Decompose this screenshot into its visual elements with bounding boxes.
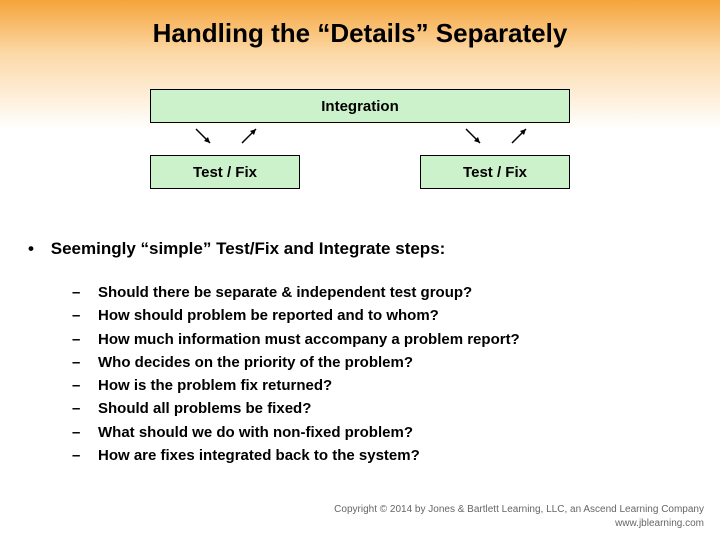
dash-icon: – xyxy=(72,328,98,351)
list-item-text: Who decides on the priority of the probl… xyxy=(98,351,413,374)
lead-bullet: • Seemingly “simple” Test/Fix and Integr… xyxy=(28,239,720,259)
dash-icon: – xyxy=(72,444,98,467)
arrow-up-left-1 xyxy=(238,125,262,149)
testfix-box-right: Test / Fix xyxy=(420,155,570,189)
list-item-text: What should we do with non-fixed problem… xyxy=(98,421,413,444)
list-item-text: How is the problem fix returned? xyxy=(98,374,332,397)
sub-bullet-list: –Should there be separate & independent … xyxy=(72,281,720,467)
list-item-text: Should there be separate & independent t… xyxy=(98,281,472,304)
testfix-box-left: Test / Fix xyxy=(150,155,300,189)
list-item-text: How are fixes integrated back to the sys… xyxy=(98,444,420,467)
arrow-down-right-1 xyxy=(462,125,486,149)
copyright-footer: Copyright © 2014 by Jones & Bartlett Lea… xyxy=(334,503,704,530)
list-item: –How should problem be reported and to w… xyxy=(72,304,720,327)
footer-url: www.jblearning.com xyxy=(334,517,704,531)
testfix-left-label: Test / Fix xyxy=(193,164,257,181)
list-item: –What should we do with non-fixed proble… xyxy=(72,421,720,444)
list-item-text: How should problem be reported and to wh… xyxy=(98,304,439,327)
dash-icon: – xyxy=(72,397,98,420)
arrow-up-right-1 xyxy=(508,125,532,149)
dash-icon: – xyxy=(72,351,98,374)
list-item: –Who decides on the priority of the prob… xyxy=(72,351,720,374)
copyright-line: Copyright © 2014 by Jones & Bartlett Lea… xyxy=(334,503,704,517)
dash-icon: – xyxy=(72,421,98,444)
arrow-down-left-1 xyxy=(192,125,216,149)
bullet-dot: • xyxy=(28,239,46,259)
dash-icon: – xyxy=(72,281,98,304)
dash-icon: – xyxy=(72,374,98,397)
testfix-right-label: Test / Fix xyxy=(463,164,527,181)
list-item-text: Should all problems be fixed? xyxy=(98,397,311,420)
list-item: –Should all problems be fixed? xyxy=(72,397,720,420)
dash-icon: – xyxy=(72,304,98,327)
list-item-text: How much information must accompany a pr… xyxy=(98,328,520,351)
lead-bullet-text: Seemingly “simple” Test/Fix and Integrat… xyxy=(51,239,446,258)
list-item: –How is the problem fix returned? xyxy=(72,374,720,397)
flow-diagram: Integration Test / Fix Test / Fix xyxy=(80,89,640,209)
list-item: –Should there be separate & independent … xyxy=(72,281,720,304)
slide-title: Handling the “Details” Separately xyxy=(0,0,720,49)
list-item: –How are fixes integrated back to the sy… xyxy=(72,444,720,467)
integration-label: Integration xyxy=(321,98,399,115)
list-item: –How much information must accompany a p… xyxy=(72,328,720,351)
integration-box: Integration xyxy=(150,89,570,123)
